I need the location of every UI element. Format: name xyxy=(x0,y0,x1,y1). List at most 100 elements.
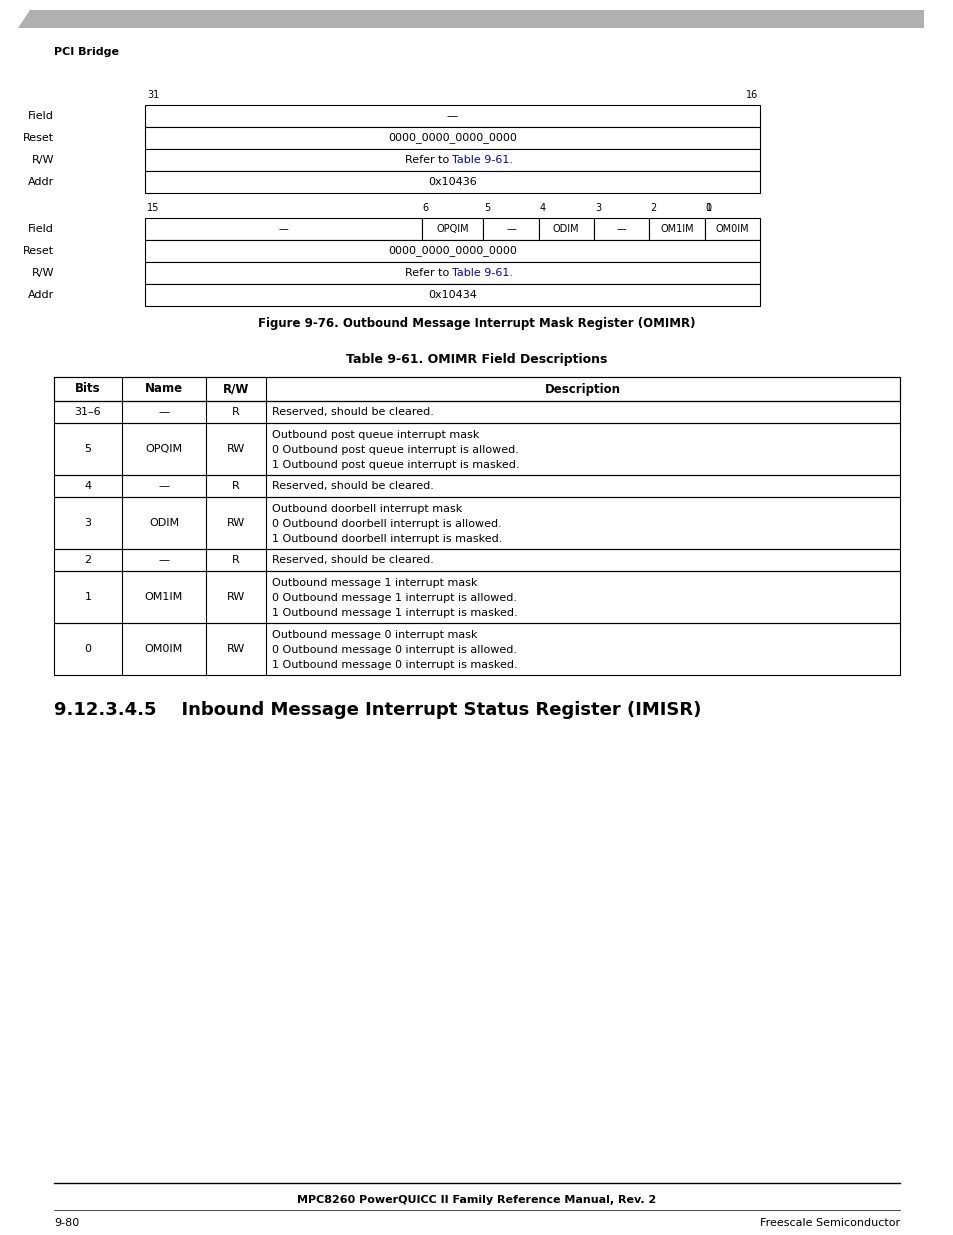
Bar xyxy=(145,219,421,240)
Text: 0x10434: 0x10434 xyxy=(428,290,476,300)
Bar xyxy=(54,377,899,401)
Text: 0 Outbound message 0 interrupt is allowed.: 0 Outbound message 0 interrupt is allowe… xyxy=(272,645,516,655)
Text: Field: Field xyxy=(28,111,54,121)
Text: 31: 31 xyxy=(147,90,159,100)
Bar xyxy=(54,622,899,676)
Text: 1: 1 xyxy=(705,203,711,212)
Text: Field: Field xyxy=(28,224,54,233)
Text: —: — xyxy=(158,555,170,564)
Polygon shape xyxy=(18,10,30,28)
Text: 3: 3 xyxy=(84,517,91,529)
Text: OM1IM: OM1IM xyxy=(145,592,183,601)
Text: Name: Name xyxy=(145,383,183,395)
Text: Table 9-61. OMIMR Field Descriptions: Table 9-61. OMIMR Field Descriptions xyxy=(346,352,607,366)
Text: R/W: R/W xyxy=(31,268,54,278)
Text: RW: RW xyxy=(227,517,245,529)
Bar xyxy=(421,219,483,240)
Text: 0 Outbound post queue interrupt is allowed.: 0 Outbound post queue interrupt is allow… xyxy=(272,445,517,454)
Bar xyxy=(145,262,760,284)
Text: Figure 9-76. Outbound Message Interrupt Mask Register (OMIMR): Figure 9-76. Outbound Message Interrupt … xyxy=(258,317,695,331)
Text: Refer to: Refer to xyxy=(404,268,452,278)
Text: 31–6: 31–6 xyxy=(74,408,101,417)
Text: —: — xyxy=(278,224,288,233)
Bar xyxy=(145,240,760,262)
Text: 9-80: 9-80 xyxy=(54,1218,79,1228)
Text: Outbound message 1 interrupt mask: Outbound message 1 interrupt mask xyxy=(272,578,476,588)
Text: Table 9-61.: Table 9-61. xyxy=(452,268,513,278)
Text: Outbound post queue interrupt mask: Outbound post queue interrupt mask xyxy=(272,430,478,440)
Text: Reserved, should be cleared.: Reserved, should be cleared. xyxy=(272,555,433,564)
Text: Reset: Reset xyxy=(23,246,54,256)
Bar xyxy=(54,550,899,571)
Bar xyxy=(538,219,594,240)
Text: R: R xyxy=(232,555,239,564)
Bar xyxy=(704,219,760,240)
Text: 1 Outbound doorbell interrupt is masked.: 1 Outbound doorbell interrupt is masked. xyxy=(272,534,501,543)
Text: 1 Outbound post queue interrupt is masked.: 1 Outbound post queue interrupt is maske… xyxy=(272,459,518,469)
Text: Outbound doorbell interrupt mask: Outbound doorbell interrupt mask xyxy=(272,504,461,514)
Text: 5: 5 xyxy=(484,203,490,212)
Text: 0000_0000_0000_0000: 0000_0000_0000_0000 xyxy=(388,132,517,143)
Text: —: — xyxy=(505,224,516,233)
Text: Freescale Semiconductor: Freescale Semiconductor xyxy=(760,1218,899,1228)
Text: 9.12.3.4.5    Inbound Message Interrupt Status Register (IMISR): 9.12.3.4.5 Inbound Message Interrupt Sta… xyxy=(54,701,700,719)
Bar xyxy=(594,219,649,240)
Text: 3: 3 xyxy=(595,203,600,212)
Text: ODIM: ODIM xyxy=(553,224,579,233)
Text: 1 Outbound message 1 interrupt is masked.: 1 Outbound message 1 interrupt is masked… xyxy=(272,608,517,618)
Text: 0: 0 xyxy=(84,643,91,655)
Bar xyxy=(145,105,760,127)
Text: OM0IM: OM0IM xyxy=(715,224,748,233)
Text: 0 Outbound message 1 interrupt is allowed.: 0 Outbound message 1 interrupt is allowe… xyxy=(272,593,516,603)
Text: PCI Bridge: PCI Bridge xyxy=(54,47,119,57)
Bar xyxy=(649,219,704,240)
Text: OM1IM: OM1IM xyxy=(659,224,693,233)
Text: RW: RW xyxy=(227,643,245,655)
Bar xyxy=(54,496,899,550)
Bar xyxy=(54,401,899,424)
Bar xyxy=(30,10,923,28)
Text: Addr: Addr xyxy=(28,290,54,300)
Text: —: — xyxy=(616,224,626,233)
Text: R: R xyxy=(232,408,239,417)
Text: Refer to: Refer to xyxy=(404,156,452,165)
Bar xyxy=(483,219,538,240)
Text: Reserved, should be cleared.: Reserved, should be cleared. xyxy=(272,480,433,492)
Text: Reset: Reset xyxy=(23,133,54,143)
Text: 4: 4 xyxy=(539,203,545,212)
Text: OPQIM: OPQIM xyxy=(145,445,182,454)
Text: 16: 16 xyxy=(745,90,758,100)
Text: Outbound message 0 interrupt mask: Outbound message 0 interrupt mask xyxy=(272,630,476,640)
Text: —: — xyxy=(446,111,457,121)
Text: OPQIM: OPQIM xyxy=(436,224,468,233)
Bar xyxy=(145,284,760,306)
Text: MPC8260 PowerQUICC II Family Reference Manual, Rev. 2: MPC8260 PowerQUICC II Family Reference M… xyxy=(297,1195,656,1205)
Text: 1 Outbound message 0 interrupt is masked.: 1 Outbound message 0 interrupt is masked… xyxy=(272,659,517,669)
Text: 4: 4 xyxy=(84,480,91,492)
Bar xyxy=(54,377,899,401)
Text: Description: Description xyxy=(544,383,620,395)
Text: Reserved, should be cleared.: Reserved, should be cleared. xyxy=(272,408,433,417)
Text: 6: 6 xyxy=(422,203,429,212)
Text: 2: 2 xyxy=(84,555,91,564)
Text: 1: 1 xyxy=(84,592,91,601)
Text: 5: 5 xyxy=(84,445,91,454)
Bar xyxy=(54,475,899,496)
Text: OM0IM: OM0IM xyxy=(145,643,183,655)
Text: RW: RW xyxy=(227,445,245,454)
Text: R/W: R/W xyxy=(31,156,54,165)
Text: R: R xyxy=(232,480,239,492)
Text: Bits: Bits xyxy=(75,383,101,395)
Bar xyxy=(145,170,760,193)
Text: 15: 15 xyxy=(147,203,159,212)
Text: RW: RW xyxy=(227,592,245,601)
Bar xyxy=(54,571,899,622)
Text: Addr: Addr xyxy=(28,177,54,186)
Text: R/W: R/W xyxy=(222,383,249,395)
Text: 0000_0000_0000_0000: 0000_0000_0000_0000 xyxy=(388,246,517,257)
Text: 0x10436: 0x10436 xyxy=(428,177,476,186)
Text: Table 9-61.: Table 9-61. xyxy=(452,156,513,165)
Text: 2: 2 xyxy=(650,203,656,212)
Bar xyxy=(145,149,760,170)
Text: 0 Outbound doorbell interrupt is allowed.: 0 Outbound doorbell interrupt is allowed… xyxy=(272,519,500,529)
